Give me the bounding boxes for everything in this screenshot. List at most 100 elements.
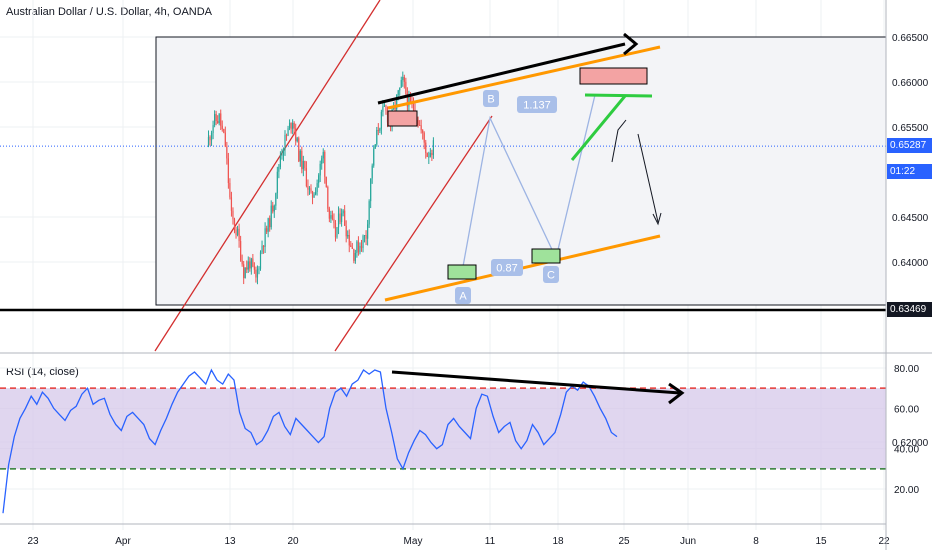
rsi-title: RSI (14, close)	[6, 366, 79, 378]
candle-body	[399, 87, 401, 91]
candle-body	[299, 150, 301, 162]
candle-body	[232, 210, 234, 220]
rsi-tick-label: 20.00	[894, 485, 919, 496]
candle-body	[227, 158, 229, 184]
candle-body	[356, 241, 358, 253]
wave-b-label-bg	[483, 90, 499, 107]
candle-body	[276, 171, 278, 194]
candle-body	[347, 234, 349, 237]
countdown-tag: 01:22	[887, 164, 932, 179]
candle-body	[422, 130, 424, 133]
candle-body	[311, 191, 314, 198]
wave-a-label-bg	[455, 287, 471, 304]
candle-body	[345, 225, 347, 237]
x-tick-label: 18	[552, 536, 564, 547]
rsi-divergence-arrowhead	[668, 382, 685, 405]
channel-upper	[387, 45, 661, 110]
candle-body	[342, 210, 344, 214]
candle-body	[348, 234, 350, 246]
candle-body	[324, 152, 326, 177]
candle-body	[341, 213, 343, 222]
wave-c-label-bg	[543, 266, 559, 283]
rsi-panel	[0, 368, 886, 514]
candle-body	[295, 128, 297, 142]
candle-body	[243, 264, 245, 279]
candle-body	[296, 138, 298, 142]
candle-body	[285, 135, 288, 136]
candle-body	[252, 258, 254, 267]
supply-zone	[579, 67, 648, 85]
abc-path	[461, 94, 596, 273]
candle-body	[370, 178, 372, 202]
candle-body	[357, 241, 360, 253]
forecast-arrowhead	[652, 212, 662, 226]
y-tick-label: 0.62000	[892, 438, 929, 449]
candle-body	[409, 96, 412, 102]
y-tick-label: 0.64500	[892, 213, 929, 224]
candle-body	[417, 119, 419, 126]
candle-body	[406, 93, 408, 107]
candle-body	[344, 210, 346, 226]
resistance-arrowhead	[623, 32, 639, 56]
candle-body	[336, 227, 338, 238]
candle-body	[259, 252, 262, 269]
candle-body	[405, 81, 407, 94]
candle-body	[218, 113, 220, 124]
candle-body	[284, 135, 286, 151]
candle-body	[264, 228, 266, 247]
candle-body	[236, 228, 239, 236]
wave-labels: A B C 1.137 0.87	[455, 90, 559, 304]
x-tick-label: May	[404, 536, 423, 547]
ratio-label: 0.87	[496, 263, 517, 275]
candle-body	[408, 96, 410, 107]
candle-body	[241, 260, 243, 265]
ratio-label-bg	[491, 259, 523, 276]
x-tick-label: 13	[224, 536, 236, 547]
candle-body	[250, 258, 252, 269]
candle-body	[255, 269, 257, 278]
candle-body	[267, 218, 269, 232]
candle-body	[321, 158, 323, 164]
candle-body	[428, 156, 430, 158]
candle-body	[373, 148, 375, 166]
x-tick-label: 8	[753, 536, 759, 547]
candle-body	[247, 261, 249, 270]
candle-body	[230, 197, 233, 211]
ratio-label: 1.137	[523, 100, 551, 112]
candle-body	[339, 213, 341, 222]
candle-body	[412, 102, 415, 111]
current-price-tag: 0.65287	[887, 138, 932, 153]
candle-body	[281, 154, 283, 156]
candle-body	[420, 125, 422, 131]
candle-body	[351, 246, 353, 249]
x-tick-label: 25	[618, 536, 630, 547]
rsi-tick-label: 40.00	[894, 445, 919, 456]
trendline-inner	[334, 115, 493, 352]
candle-body	[363, 235, 366, 236]
candle-body	[368, 201, 370, 225]
candle-body	[249, 261, 251, 269]
candle-body	[397, 90, 399, 95]
candle-body	[262, 245, 265, 247]
candle-body	[325, 176, 327, 188]
candle-body	[235, 229, 237, 236]
candle-body	[270, 205, 272, 228]
candle-body	[207, 136, 210, 145]
triangle-top	[584, 93, 653, 98]
candle-body	[353, 248, 355, 261]
demand-zone	[447, 264, 477, 280]
candle-body	[396, 94, 398, 110]
rsi-tick-label: 60.00	[894, 404, 919, 415]
candle-body	[275, 193, 277, 206]
candle-body	[354, 252, 356, 261]
candle-body	[282, 150, 285, 155]
x-tick-label: Apr	[115, 536, 131, 547]
candle-body	[288, 122, 291, 129]
x-tick-label: 15	[815, 536, 827, 547]
candle-body	[419, 125, 421, 126]
candle-body	[331, 215, 334, 219]
candle-body	[210, 133, 213, 141]
rsi-band	[0, 388, 886, 469]
supply-zone	[387, 110, 418, 127]
candle-body	[371, 165, 373, 179]
